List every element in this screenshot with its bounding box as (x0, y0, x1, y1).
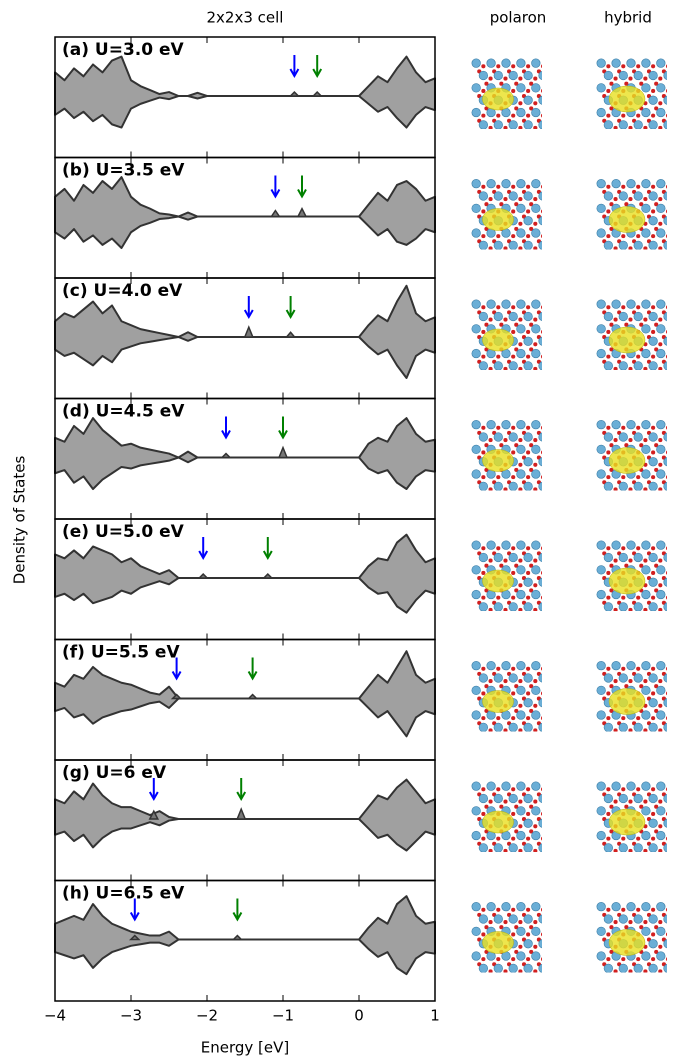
dos-area (55, 535, 435, 613)
polaron-structure (472, 902, 552, 978)
hybrid-structure (597, 59, 677, 135)
density-blob (482, 570, 513, 592)
dos-area (55, 651, 435, 736)
density-blob (482, 209, 513, 231)
density-blob (482, 811, 513, 833)
peak (237, 809, 245, 819)
dos-area (55, 418, 435, 489)
peak (264, 574, 272, 578)
panel-label: (b) U=3.5 eV (62, 161, 185, 181)
density-blob (609, 689, 645, 715)
dos-area (55, 896, 435, 974)
dos-area (55, 780, 435, 851)
peak (249, 695, 257, 699)
hybrid-structure (597, 541, 677, 617)
hybrid-structure (597, 661, 677, 737)
panel-label: (d) U=4.5 eV (62, 402, 185, 422)
panel-label: (c) U=4.0 eV (62, 281, 183, 301)
peak (222, 454, 230, 458)
x-tick-label: −1 (272, 1007, 294, 1025)
peak (287, 332, 295, 337)
peak (298, 209, 306, 217)
x-tick-label: −2 (196, 1007, 218, 1025)
panel-label: (h) U=6.5 eV (62, 884, 185, 904)
dos-area (55, 57, 435, 128)
hybrid-structure (597, 782, 677, 858)
density-blob (609, 207, 645, 233)
peak (313, 92, 321, 96)
density-blob (609, 930, 645, 956)
marker-title: hybrid (604, 9, 652, 27)
density-blob (482, 88, 513, 110)
x-tick-label: −4 (44, 1007, 66, 1025)
panel-label: (e) U=5.0 eV (62, 522, 185, 542)
density-blob (609, 327, 645, 353)
polaron-structure (472, 59, 552, 135)
x-tick-label: 1 (430, 1007, 440, 1025)
x-tick-label: −3 (120, 1007, 142, 1025)
y-axis-label: Density of States (11, 456, 29, 585)
panel-label: (f) U=5.5 eV (62, 643, 180, 663)
polaron-structure (472, 661, 552, 737)
hybrid-structure (597, 300, 677, 376)
density-blob (482, 329, 513, 351)
x-axis-label: Energy [eV] (201, 1039, 289, 1057)
density-blob (609, 448, 645, 474)
peak (199, 574, 207, 578)
figure: 2x2x3 cell polaron hybrid Energy [eV] De… (0, 0, 690, 1063)
marker-title: polaron (490, 9, 547, 27)
polaron-structure (472, 541, 552, 617)
density-blob (482, 932, 513, 954)
hybrid-structure (597, 179, 677, 255)
density-blob (482, 691, 513, 713)
hybrid-structure (597, 420, 677, 496)
hybrid-structure (597, 902, 677, 978)
peak (245, 327, 253, 337)
peak (271, 211, 279, 217)
peak (279, 448, 287, 458)
peak (233, 936, 241, 940)
panel-label: (a) U=3.0 eV (62, 40, 185, 60)
density-blob (609, 86, 645, 112)
polaron-structure (472, 179, 552, 255)
dos-area (55, 177, 435, 248)
polaron-structure (472, 420, 552, 496)
polaron-structure (472, 782, 552, 858)
density-blob (482, 450, 513, 472)
chart-title: 2x2x3 cell (207, 9, 284, 27)
density-blob (609, 809, 645, 835)
density-blob (609, 568, 645, 594)
panel-label: (g) U=6 eV (62, 763, 167, 783)
peak (290, 92, 298, 96)
x-tick-label: 0 (354, 1007, 364, 1025)
polaron-structure (472, 300, 552, 376)
